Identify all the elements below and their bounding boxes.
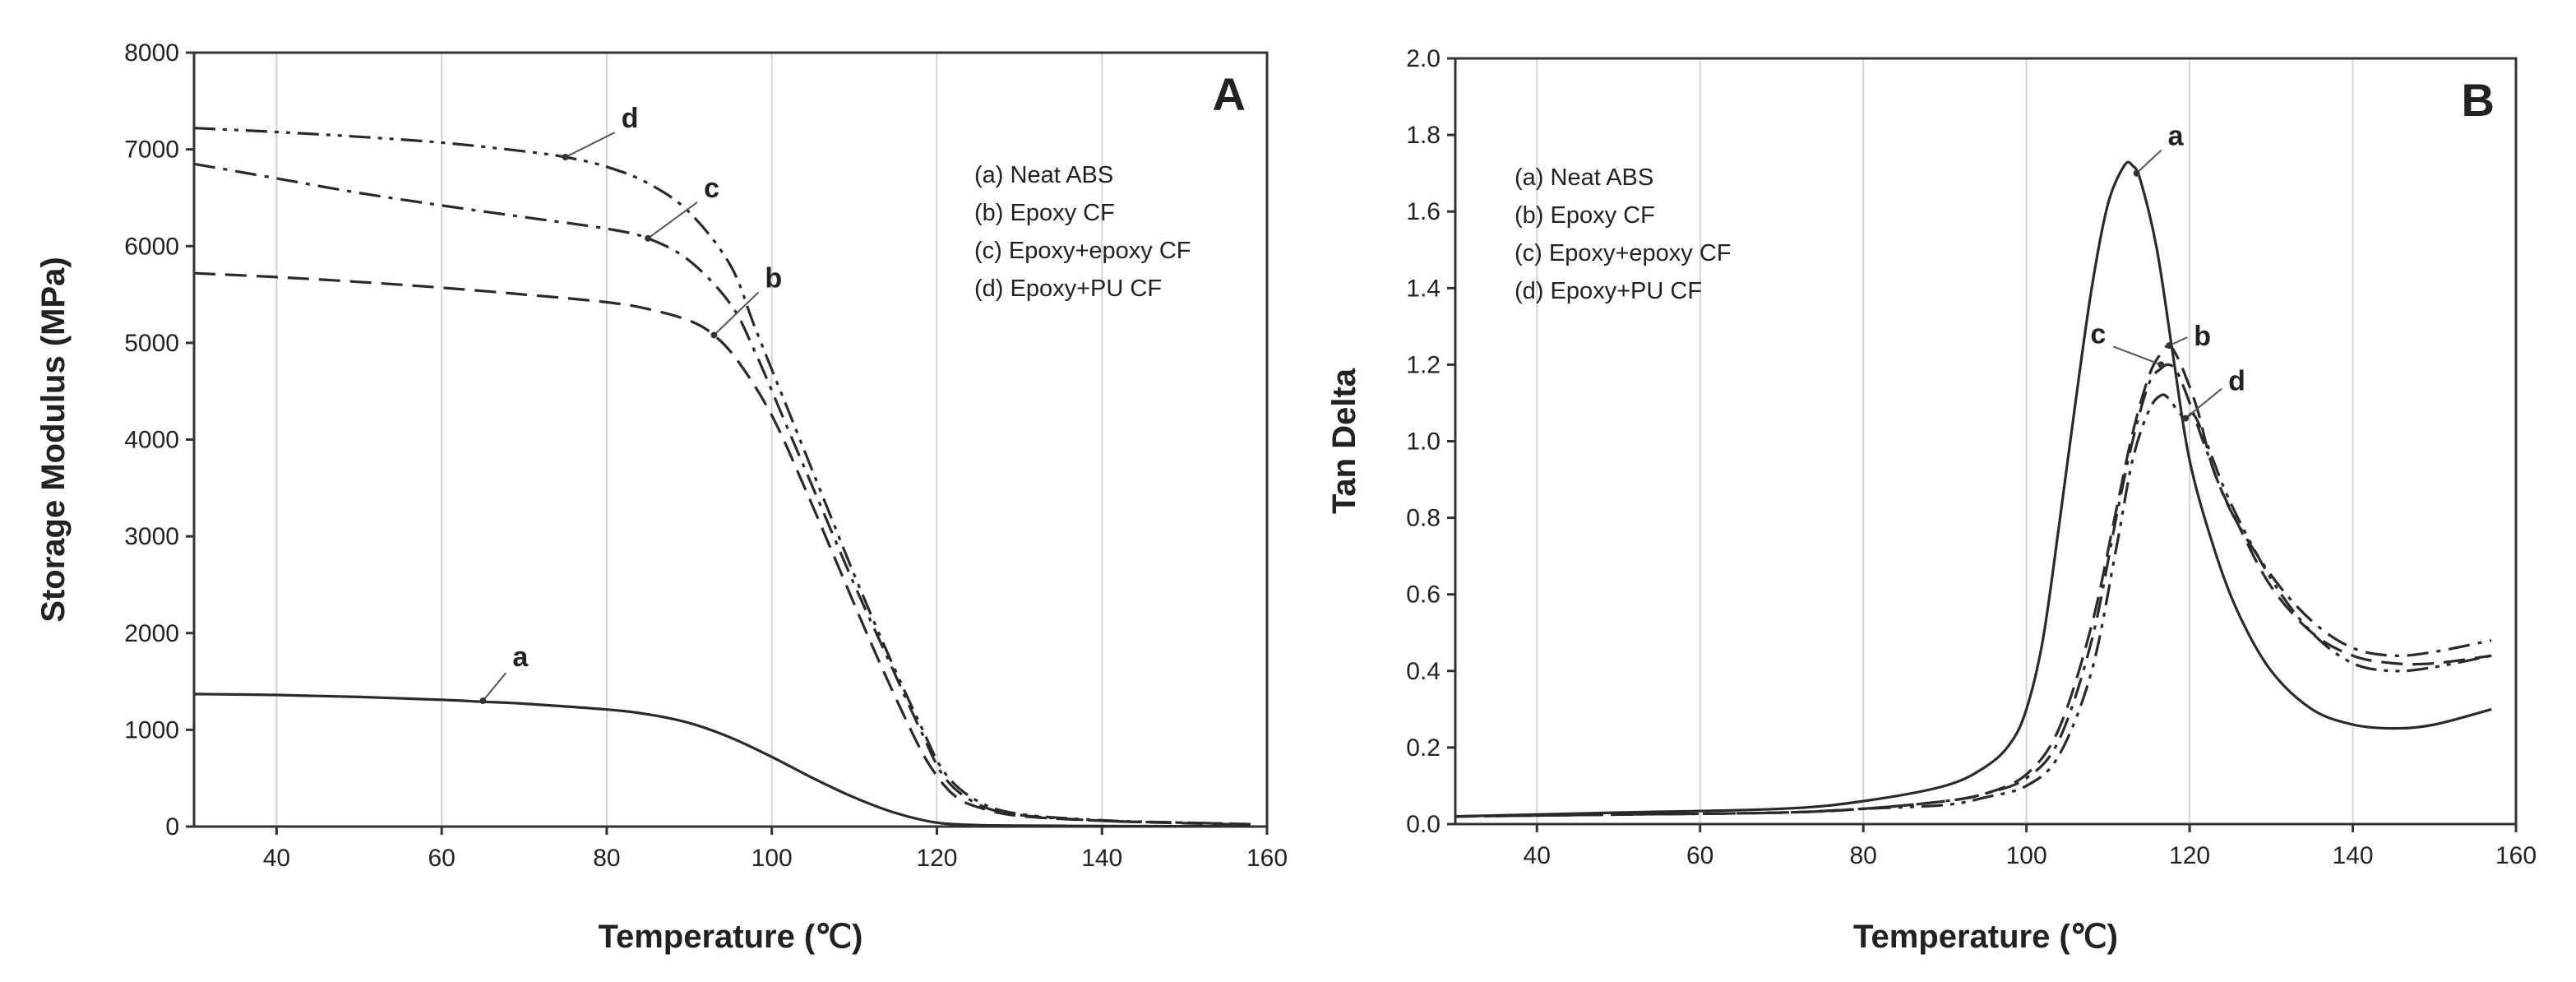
panel-a-x-tick-label-3: 100	[752, 845, 793, 872]
panel-b-y-tick-label-5: 1.0	[1406, 428, 1441, 456]
panel-a-x-tick-label-1: 60	[428, 845, 455, 872]
panel-b-y-tick-label-4: 0.8	[1406, 505, 1441, 532]
panel-b-annotation-b-label: b	[2194, 321, 2211, 352]
panel-a-legend-entry-2: (c) Epoxy+epoxy CF	[974, 238, 1191, 264]
panel-a-annotation-d-leader	[565, 132, 616, 158]
panel-a-legend-entry-1: (b) Epoxy CF	[974, 200, 1115, 226]
panel-b-x-tick-label-2: 80	[1849, 842, 1876, 869]
panel-b-y-tick-label-9: 1.8	[1406, 122, 1441, 149]
panel-b-series-a-line	[1455, 160, 2492, 818]
panel-b-x-tick-label-4: 120	[2169, 842, 2210, 869]
panel-a-annotation-b-label: b	[765, 262, 782, 294]
panel-b-y-tick-label-8: 1.6	[1406, 198, 1441, 225]
panel-b-y-tick-label-2: 0.4	[1406, 658, 1441, 685]
panel-a-annotation-b-leader	[713, 291, 760, 336]
panel-a-x-tick-label-0: 40	[263, 845, 290, 872]
panel-b-y-tick-label-6: 1.2	[1406, 351, 1441, 378]
panel-a-legend-entry-3: (d) Epoxy+PU CF	[974, 276, 1162, 302]
panel-a-series-a-line	[194, 692, 1251, 827]
panel-a-legend-entry-0: (a) Neat ABS	[974, 162, 1113, 188]
panel-a-x-tick-label-4: 120	[916, 845, 957, 872]
panel-a-annotation-c-label: c	[704, 173, 719, 204]
panel-a-x-tick-label-2: 80	[593, 845, 620, 872]
panel-a: 40 60 80 100 120 140 160 0 1000 2000 3000 4000 5000 6…	[35, 39, 1288, 955]
panel-b-annotation-d-dot	[2182, 415, 2190, 422]
panel-b-y-tick-label-3: 0.6	[1406, 581, 1441, 609]
panel-b-annotation-d-label: d	[2228, 366, 2245, 397]
panel-a-y-tick-label-0: 0	[165, 813, 179, 841]
panel-b-y-tick-label-7: 1.4	[1406, 275, 1441, 302]
panel-b-annotation-b-dot	[2166, 342, 2173, 350]
panel-a-y-axis-title: Storage Modulus (MPa)	[35, 257, 72, 622]
panel-a-y-tick-label-7: 7000	[124, 137, 179, 164]
panel-b-series-c-line	[1455, 363, 2492, 818]
panel-b-annotation-a-dot	[2133, 169, 2140, 177]
panel-a-y-tick-label-4: 4000	[124, 427, 179, 454]
panel-a-y-tick-label-3: 3000	[124, 523, 179, 550]
panel-a-series-d-line	[194, 127, 1251, 826]
panel-b-x-tick-label-1: 60	[1686, 842, 1713, 869]
panel-a-annotation-c-dot	[645, 234, 652, 242]
panel-a-y-tick-label-2: 2000	[124, 620, 179, 647]
panel-a-annotation-a-dot	[479, 697, 487, 705]
panel-a-x-tick-label-6: 160	[1246, 845, 1288, 872]
panel-b-y-tick-label-1: 0.2	[1406, 734, 1441, 762]
panel-b-annotation-c-leader	[2112, 345, 2162, 366]
panel-b-x-tick-label-3: 100	[2006, 842, 2047, 869]
panel-b-legend-entry-3: (d) Epoxy+PU CF	[1515, 278, 1702, 304]
panel-b-x-axis-title: Temperature (℃)	[1853, 919, 2118, 955]
panel-b-legend-entry-2: (c) Epoxy+epoxy CF	[1515, 240, 1732, 266]
panel-b: 40 60 80 100 120 140 160 0.0 0.2 0.4 0.6 0.8 1.0 1.2 1…	[1326, 45, 2537, 955]
panel-b-y-tick-label-10: 2.0	[1406, 45, 1441, 72]
panel-a-x-axis-title: Temperature (℃)	[598, 919, 863, 955]
panel-b-annotation-b-leader	[2168, 336, 2188, 347]
panel-b-y-tick-label-0: 0.0	[1406, 811, 1441, 838]
panel-b-series-d-line	[1455, 393, 2492, 818]
panel-a-x-tick-label-5: 140	[1081, 845, 1122, 872]
panel-b-letter: B	[2462, 74, 2495, 126]
panel-b-annotation-a-label: a	[2168, 121, 2185, 152]
panel-b-legend-entry-1: (b) Epoxy CF	[1515, 202, 1655, 229]
panel-a-annotation-d-dot	[562, 154, 569, 161]
panel-b-annotation-c-dot	[2157, 361, 2165, 368]
panel-b-legend-entry-0: (a) Neat ABS	[1515, 164, 1653, 191]
panel-b-y-axis-title: Tan Delta	[1326, 368, 1362, 514]
panel-a-annotation-a-label: a	[512, 642, 529, 673]
panel-a-y-tick-label-5: 5000	[124, 330, 179, 357]
panel-a-annotation-b-dot	[710, 331, 718, 339]
panel-a-y-tick-label-1: 1000	[124, 716, 179, 743]
panel-b-annotation-d-leader	[2185, 387, 2222, 419]
panel-a-annotation-d-label: d	[622, 103, 639, 134]
panel-b-x-tick-label-6: 160	[2495, 842, 2537, 869]
panel-b-x-tick-label-0: 40	[1524, 842, 1551, 869]
panel-b-annotation-a-leader	[2135, 149, 2162, 174]
panel-a-annotation-c-leader	[647, 201, 698, 239]
panel-b-annotation-c-label: c	[2090, 318, 2106, 350]
panel-a-y-tick-label-6: 6000	[124, 233, 179, 260]
panel-a-y-tick-label-8: 8000	[124, 39, 179, 67]
panel-a-annotation-a-leader	[482, 672, 507, 702]
panel-a-letter: A	[1213, 68, 1246, 120]
panel-a-series-b-line	[194, 271, 1251, 827]
panel-b-x-tick-label-5: 140	[2333, 842, 2374, 869]
